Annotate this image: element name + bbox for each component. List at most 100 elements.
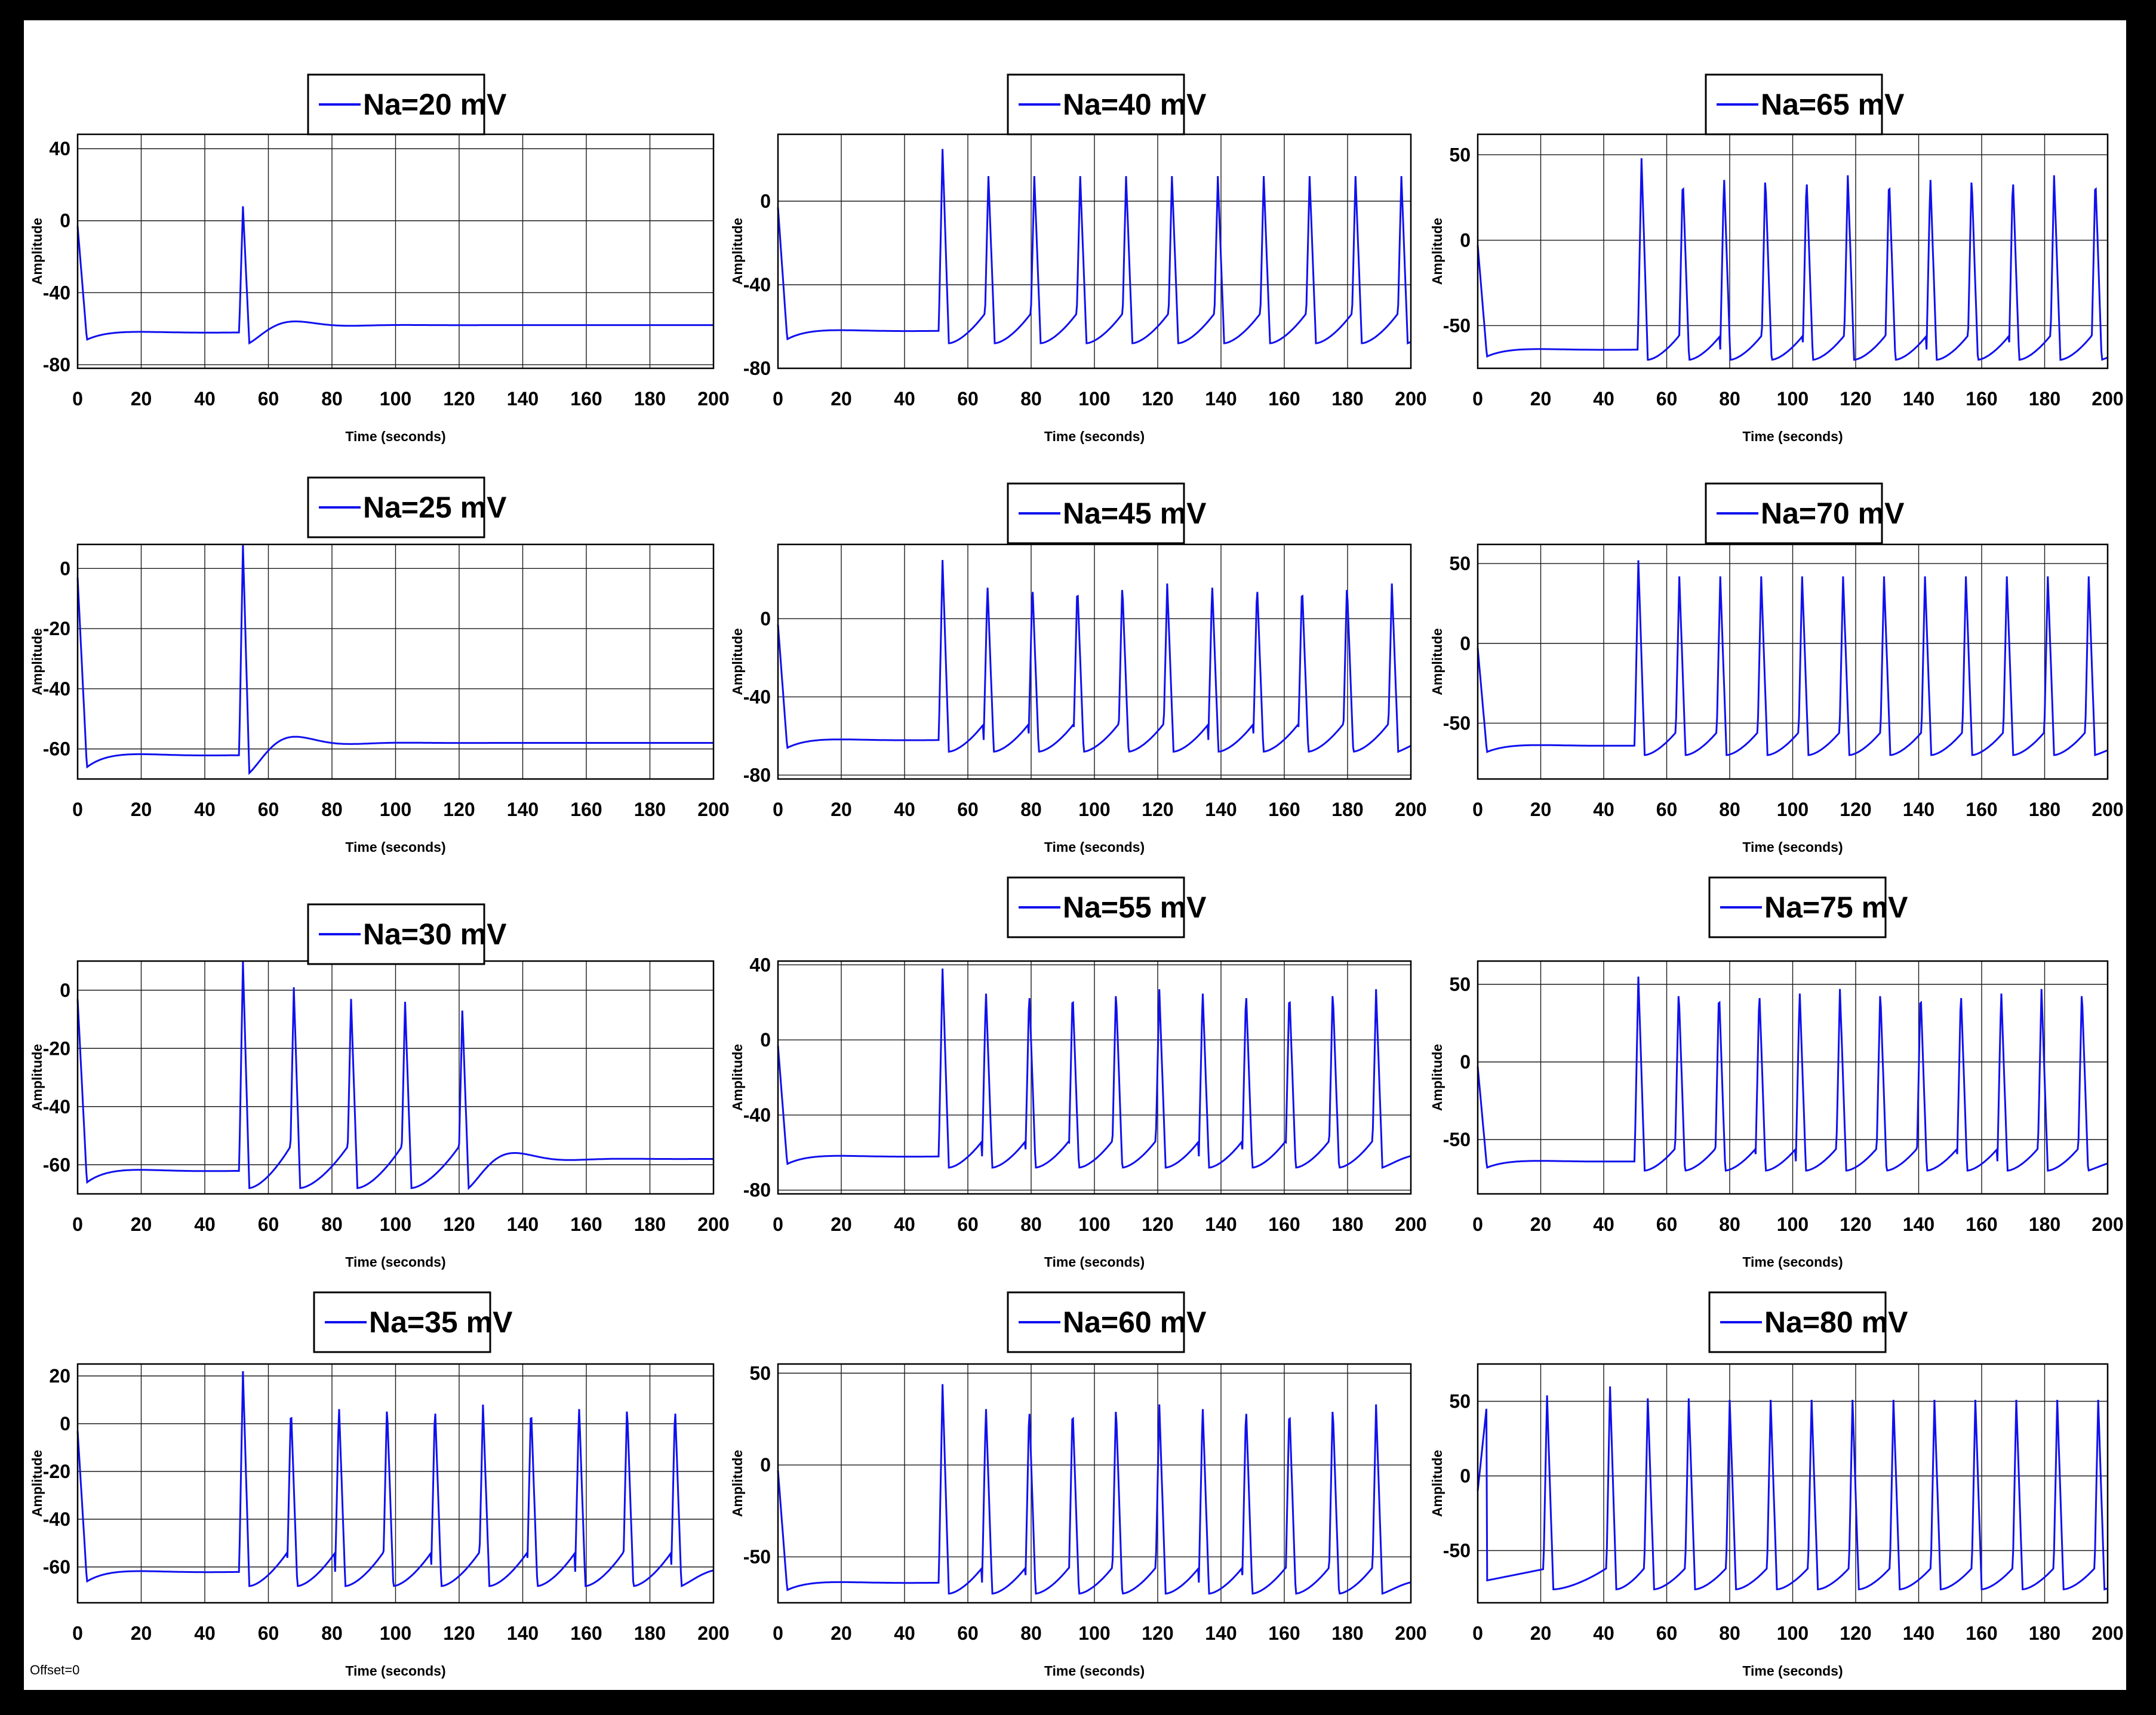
x-tick-label: 200 — [1395, 799, 1426, 820]
x-tick-label: 200 — [2092, 388, 2123, 409]
y-tick-label: 50 — [1449, 1391, 1471, 1412]
x-tick-label: 120 — [443, 799, 475, 820]
x-tick-label: 200 — [697, 1214, 729, 1235]
x-tick-label: 60 — [258, 1214, 279, 1235]
x-tick-label: 40 — [1593, 1622, 1614, 1644]
x-tick-label: 140 — [507, 1622, 539, 1644]
y-tick-label: -20 — [43, 1461, 70, 1482]
y-axis-label: Amplitude — [29, 1450, 45, 1517]
x-tick-label: 120 — [1840, 1214, 1871, 1235]
y-axis-label: Amplitude — [1429, 628, 1445, 695]
x-tick-label: 200 — [2092, 1622, 2123, 1644]
signal-line — [777, 149, 1411, 345]
y-axis-label: Amplitude — [29, 1044, 45, 1111]
x-tick-label: 180 — [1331, 388, 1363, 409]
signal-line — [1477, 976, 2108, 1172]
x-tick-label: 120 — [1840, 388, 1871, 409]
y-tick-label: -80 — [43, 354, 70, 375]
x-tick-label: 80 — [321, 1622, 343, 1644]
x-tick-label: 100 — [380, 1622, 411, 1644]
legend-label: Na=25 mV — [363, 491, 507, 524]
x-tick-label: 200 — [697, 1622, 729, 1644]
x-tick-label: 140 — [507, 799, 539, 820]
y-tick-label: 0 — [1460, 633, 1471, 654]
x-tick-label: 60 — [1656, 1622, 1678, 1644]
y-tick-label: -40 — [43, 1508, 70, 1530]
x-tick-label: 0 — [72, 799, 83, 820]
x-axis-label: Time (seconds) — [1044, 839, 1145, 855]
x-tick-label: 120 — [1840, 1622, 1871, 1644]
x-tick-label: 0 — [72, 1622, 83, 1644]
x-axis-label: Time (seconds) — [1742, 1663, 1843, 1679]
x-axis-label: Time (seconds) — [1044, 1254, 1145, 1270]
x-tick-label: 20 — [831, 1214, 852, 1235]
x-tick-label: 40 — [1593, 388, 1614, 409]
signal-line — [1477, 560, 2108, 756]
y-tick-label: 0 — [760, 1454, 771, 1476]
x-tick-label: 160 — [1966, 799, 1997, 820]
y-tick-label: 0 — [760, 1029, 771, 1051]
y-tick-label: -40 — [43, 282, 70, 303]
subplot-65mv: 0 20 40 60 80 100 120 140 160 180 200 -50 0 50 Time (s… — [1429, 73, 2124, 444]
x-tick-label: 100 — [1078, 388, 1110, 409]
y-axis-label: Amplitude — [1429, 1450, 1445, 1517]
x-tick-label: 180 — [2029, 1622, 2060, 1644]
y-tick-label: -20 — [43, 618, 70, 639]
legend-label: Na=80 mV — [1764, 1306, 1908, 1339]
x-tick-label: 100 — [1777, 388, 1809, 409]
y-tick-label: -40 — [43, 678, 70, 700]
x-tick-label: 20 — [831, 799, 852, 820]
y-axis-label: Amplitude — [29, 628, 45, 695]
x-tick-label: 160 — [570, 388, 602, 409]
y-tick-label: -40 — [743, 686, 771, 707]
x-tick-label: 60 — [957, 799, 979, 820]
x-tick-label: 180 — [634, 1622, 666, 1644]
x-tick-label: 60 — [957, 388, 979, 409]
x-tick-label: 200 — [697, 388, 729, 409]
x-tick-label: 20 — [1530, 1622, 1552, 1644]
x-tick-label: 120 — [1840, 799, 1871, 820]
x-tick-label: 100 — [1078, 1622, 1110, 1644]
x-tick-label: 40 — [194, 799, 216, 820]
x-tick-label: 80 — [1719, 799, 1740, 820]
x-tick-label: 40 — [194, 1214, 216, 1235]
signal-line — [777, 1384, 1411, 1595]
x-tick-label: 20 — [831, 388, 852, 409]
x-axis-label: Time (seconds) — [345, 839, 445, 855]
x-tick-label: 80 — [1020, 1622, 1042, 1644]
x-tick-label: 20 — [131, 1622, 152, 1644]
signal-line — [777, 968, 1411, 1169]
y-tick-label: -50 — [743, 1546, 771, 1568]
x-tick-label: 20 — [1530, 799, 1552, 820]
subplot-60mv: 0 20 40 60 80 100 120 140 160 180 200 -50 0 50 Time (s… — [730, 1291, 1427, 1679]
y-tick-label: 0 — [760, 608, 771, 629]
subplot-20mv: 0 20 40 60 80 100 120 140 160 180 200 -80 -40 0 40 Time… — [29, 73, 730, 444]
legend-label: Na=75 mV — [1764, 891, 1908, 924]
x-tick-label: 60 — [1656, 1214, 1678, 1235]
x-tick-label: 40 — [894, 388, 915, 409]
subplot-25mv: 0 20 40 60 80 100 120 140 160 180 200 -60 -40 -20 0 Tim… — [29, 476, 730, 855]
x-tick-label: 40 — [894, 1622, 915, 1644]
axes-box — [76, 543, 715, 780]
y-tick-label: -80 — [743, 358, 771, 379]
x-tick-label: 0 — [72, 1214, 83, 1235]
x-tick-label: 200 — [697, 799, 729, 820]
x-tick-label: 40 — [1593, 799, 1614, 820]
x-axis-label: Time (seconds) — [1044, 429, 1145, 444]
x-tick-label: 140 — [1903, 388, 1934, 409]
x-tick-label: 160 — [570, 799, 602, 820]
x-tick-label: 60 — [1656, 388, 1678, 409]
x-tick-label: 80 — [1020, 388, 1042, 409]
x-tick-label: 180 — [2029, 388, 2060, 409]
x-tick-label: 180 — [634, 799, 666, 820]
axes-box — [76, 1363, 715, 1604]
x-tick-label: 80 — [1719, 1622, 1740, 1644]
x-tick-label: 20 — [831, 1622, 852, 1644]
x-tick-label: 140 — [1903, 1622, 1934, 1644]
legend-label: Na=40 mV — [1063, 88, 1207, 121]
x-tick-label: 180 — [1331, 1622, 1363, 1644]
subplot-40mv: 0 20 40 60 80 100 120 140 160 180 200 -80 -40 0 Time (… — [730, 73, 1427, 444]
x-tick-label: 40 — [894, 1214, 915, 1235]
